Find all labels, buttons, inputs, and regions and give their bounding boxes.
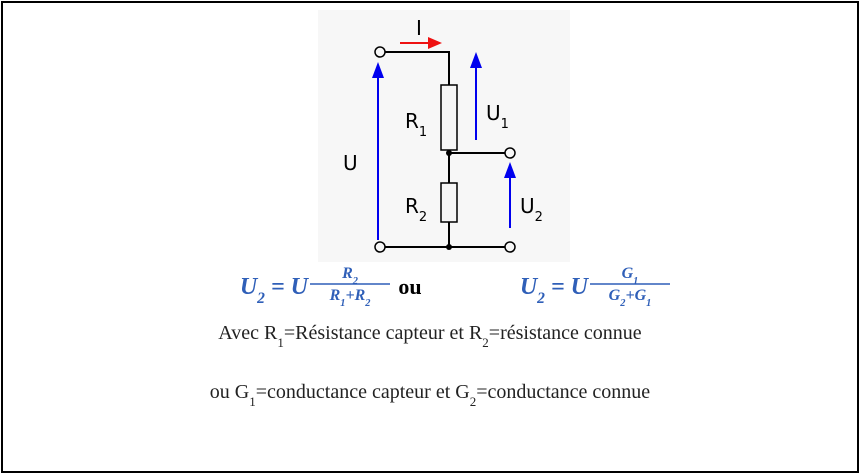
- text-part: R: [329, 287, 341, 304]
- formula-numerator: G1: [622, 265, 639, 287]
- subscript: 2: [256, 290, 265, 307]
- formula-lhs: U2 = U: [240, 274, 310, 307]
- text-part: G: [635, 287, 647, 304]
- subscript: 1: [633, 276, 638, 287]
- text-part: +: [625, 287, 634, 304]
- text-line: ou G1=conductance capteur et G2=conducta…: [210, 381, 651, 409]
- text-part: G: [622, 265, 634, 282]
- text-part: U: [486, 101, 501, 125]
- subscript: 2: [419, 210, 427, 225]
- text-part: R: [341, 265, 353, 282]
- formula-lhs: U2 = U: [520, 274, 590, 307]
- text-part: =: [545, 274, 571, 300]
- text-part: R: [405, 194, 419, 218]
- subscript: 2: [482, 335, 489, 350]
- text-part: =conductance capteur et G: [256, 381, 470, 403]
- text-part: R: [405, 109, 419, 133]
- text-part: Avec R: [218, 322, 278, 344]
- text-part: U: [520, 274, 539, 300]
- subscript: 2: [352, 276, 358, 287]
- subscript: 1: [646, 298, 651, 309]
- r2-label: R2: [405, 194, 427, 225]
- formula-denominator: G2+G1: [609, 287, 652, 309]
- text-part: U: [571, 274, 590, 300]
- text-part: =résistance connue: [489, 322, 642, 344]
- text-part: =: [265, 274, 291, 300]
- current-arrow-head: [428, 37, 442, 49]
- node: [446, 150, 452, 156]
- current-label: I: [416, 16, 422, 40]
- text-part: ou G: [210, 381, 249, 403]
- subscript: 1: [419, 125, 427, 140]
- subscript: 1: [340, 298, 345, 309]
- voltage-arrows: [377, 65, 511, 240]
- subscript: 1: [277, 335, 284, 350]
- subscript: 2: [536, 290, 545, 307]
- arrow-heads: [372, 52, 516, 178]
- subscript: 1: [249, 394, 256, 409]
- text-part: R: [354, 287, 366, 304]
- subscript: 2: [535, 210, 543, 225]
- node: [446, 244, 452, 250]
- r1-label: R1: [405, 109, 427, 140]
- subscript: 1: [501, 117, 509, 132]
- text-part: =Résistance capteur et R: [284, 322, 483, 344]
- text-part: =conductance connue: [476, 381, 650, 403]
- text-part: U: [343, 151, 358, 175]
- text-part: U: [520, 194, 535, 218]
- subscript: 2: [470, 394, 477, 409]
- circuit-background: [318, 10, 570, 262]
- u1-label: U1: [486, 101, 509, 132]
- subscript: 2: [364, 298, 370, 309]
- subscript: 2: [619, 298, 625, 309]
- u2-label: U2: [520, 194, 543, 225]
- circuit: I R1 U1 U R2 U2: [318, 10, 570, 262]
- text-part: U: [240, 274, 259, 300]
- formula-denominator: R1+R2: [329, 287, 371, 309]
- text-part: G: [609, 287, 621, 304]
- formula-numerator: R2: [341, 265, 358, 287]
- separator: ou: [398, 274, 421, 299]
- text-line: Avec R1=Résistance capteur et R2=résista…: [218, 322, 642, 350]
- text-part: U: [291, 274, 310, 300]
- text-part: I: [416, 16, 422, 40]
- u-label: U: [343, 151, 358, 175]
- text-part: +: [345, 287, 354, 304]
